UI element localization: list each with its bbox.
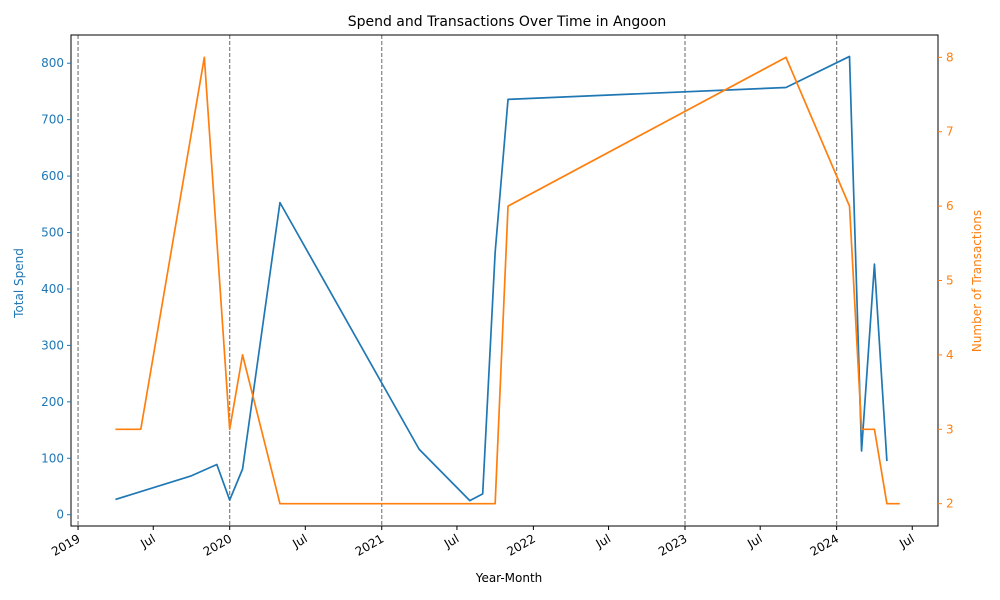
- x-tick-label: Jul: [593, 531, 613, 551]
- y-left-tick-label: 600: [41, 169, 64, 183]
- y-right-tick-label: 3: [946, 422, 954, 436]
- plot-layer: 0 100 200 300 400 500 600 700 800 2 3 4 5 6 7 8 2019 Jul 2…: [41, 34, 954, 559]
- y-left-tick-label: 800: [41, 56, 64, 70]
- y-right-tick-label: 6: [946, 199, 954, 213]
- x-tick-label: 2021: [353, 531, 386, 558]
- x-tick-label: 2023: [656, 531, 689, 558]
- x-tick-label: Jul: [896, 531, 916, 551]
- y-right-tick-label: 8: [946, 50, 954, 64]
- x-tick-label: 2024: [808, 531, 841, 558]
- y-left-tick-label: 100: [41, 451, 64, 465]
- x-tick-label: Jul: [289, 531, 309, 551]
- y-left-tick-label: 500: [41, 226, 64, 240]
- chart-title: Spend and Transactions Over Time in Ango…: [348, 14, 667, 30]
- x-tick-label: 2020: [201, 531, 234, 558]
- y-left-tick-label: 200: [41, 395, 64, 409]
- x-axis-label: Year-Month: [475, 571, 543, 585]
- y-right-tick-label: 7: [946, 125, 954, 139]
- x-tick-label: Jul: [441, 531, 461, 551]
- y-right-tick-label: 2: [946, 497, 954, 511]
- x-tick-label: 2019: [49, 531, 82, 558]
- y-left-tick-label: 700: [41, 113, 64, 127]
- y-right-tick-label: 5: [946, 274, 954, 288]
- y-left-tick-label: 0: [56, 508, 64, 522]
- y-axis-label-right: Number of Transactions: [970, 210, 984, 352]
- y-left-tick-label: 300: [41, 338, 64, 352]
- x-tick-label: 2022: [504, 531, 537, 558]
- x-tick-label: Jul: [744, 531, 764, 551]
- y-axis-label-left: Total Spend: [12, 248, 26, 319]
- y-left-tick-label: 400: [41, 282, 64, 296]
- x-tick-label: Jul: [137, 531, 157, 551]
- y-right-tick-label: 4: [946, 348, 954, 362]
- spend-series-line: [115, 55, 888, 502]
- transactions-series-line: [115, 56, 900, 505]
